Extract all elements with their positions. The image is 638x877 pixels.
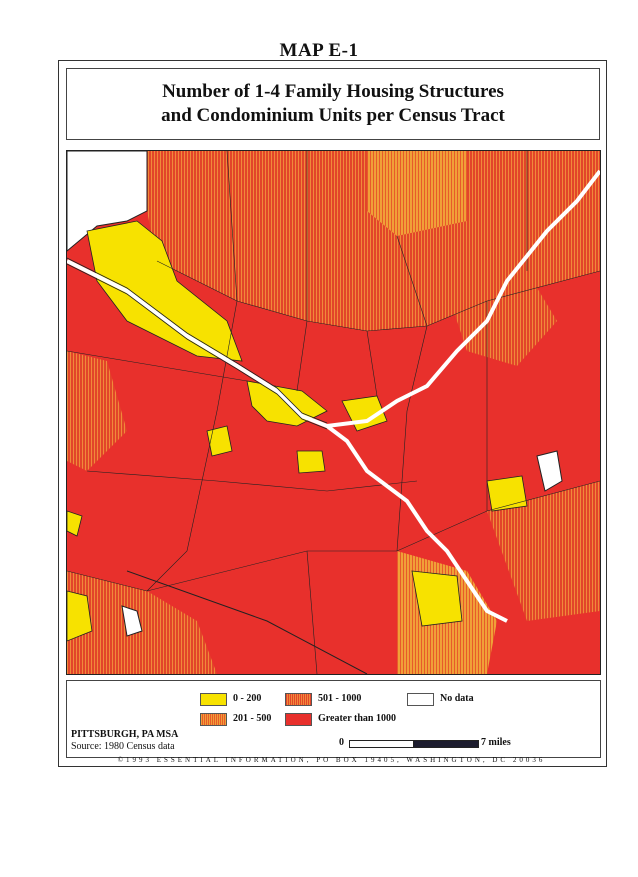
tract-region-southwest (67, 571, 217, 674)
map-svg (67, 151, 600, 674)
no-data-region-nw (67, 151, 148, 252)
legend-swatch-no-data (407, 693, 434, 706)
map-title-line-2: and Condominium Units per Census Tract (161, 105, 505, 126)
legend-label-0-200: 0 - 200 (233, 693, 262, 704)
page-frame (58, 60, 607, 767)
no-data-region-south (121, 605, 143, 637)
scale-end-label: 7 miles (481, 737, 511, 748)
copyright-credit: ©1993 ESSENTIAL INFORMATION, PO BOX 1940… (117, 756, 546, 764)
legend-label-501-1000: 501 - 1000 (318, 693, 362, 704)
tract-yellow-west (206, 425, 233, 457)
legend-swatch-201-500 (200, 713, 227, 726)
no-data-region-east (536, 450, 563, 492)
tract-yellow-east-2 (486, 475, 528, 512)
scale-bar-white (349, 740, 415, 748)
map-label: MAP E-1 (279, 40, 359, 61)
scale-start-label: 0 (339, 737, 344, 748)
tract-yellow-southeast (411, 570, 463, 627)
tract-yellow-northwest (86, 220, 243, 362)
map-title-line-1: Number of 1-4 Family Housing Structures (162, 81, 504, 102)
legend-label-no-data: No data (440, 693, 474, 704)
legend-label-greater-1000: Greater than 1000 (318, 713, 396, 724)
river-outlines (67, 257, 328, 430)
title-box: Number of 1-4 Family Housing Structures … (66, 68, 600, 140)
county-line (126, 570, 368, 674)
scale-bar-black (413, 740, 479, 748)
tract-region-north-central (367, 151, 467, 236)
tract-borders (67, 151, 600, 674)
place-name: PITTSBURGH, PA MSA (71, 729, 179, 740)
legend-label-201-500: 201 - 500 (233, 713, 272, 724)
choropleth-map[interactable] (66, 150, 601, 675)
tract-yellow-southwest (67, 590, 93, 642)
data-source: Source: 1980 Census data (71, 741, 175, 752)
legend-swatch-0-200 (200, 693, 227, 706)
tract-region-west (67, 351, 127, 471)
tract-yellow-south (296, 450, 326, 474)
legend-swatch-greater-1000 (285, 713, 312, 726)
legend-swatch-501-1000 (285, 693, 312, 706)
tract-region-northeast (447, 271, 557, 366)
tract-region-southeast (487, 481, 600, 621)
rivers (67, 169, 600, 623)
legend-box: 0 - 200 201 - 500 501 - 1000 Greater tha… (66, 680, 601, 758)
tract-yellow-west-edge (67, 510, 83, 537)
